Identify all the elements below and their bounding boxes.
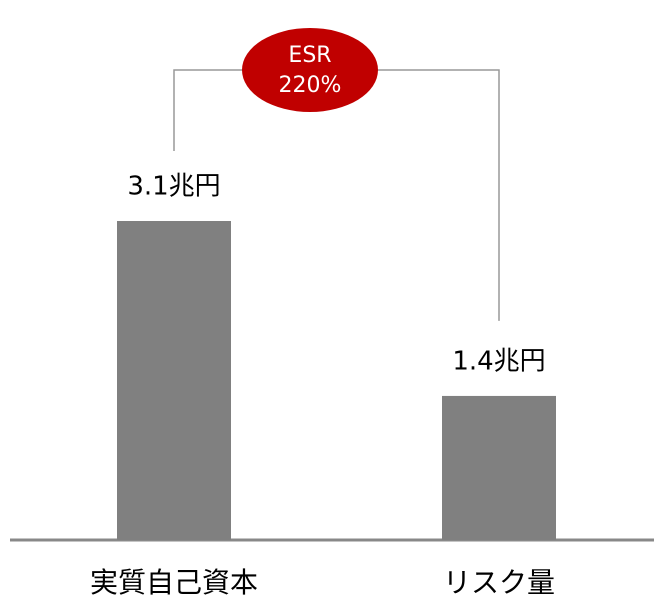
bar [442,395,556,540]
data-label: 3.1兆円 [127,172,220,202]
annotation-bubble [242,28,378,112]
annotation-text: 220% [279,73,342,98]
category-label: リスク量 [443,566,555,599]
category-label: 実質自己資本 [90,566,258,599]
bar [117,221,231,540]
annotation-text: ESR [288,43,331,68]
data-label: 1.4兆円 [452,346,545,376]
